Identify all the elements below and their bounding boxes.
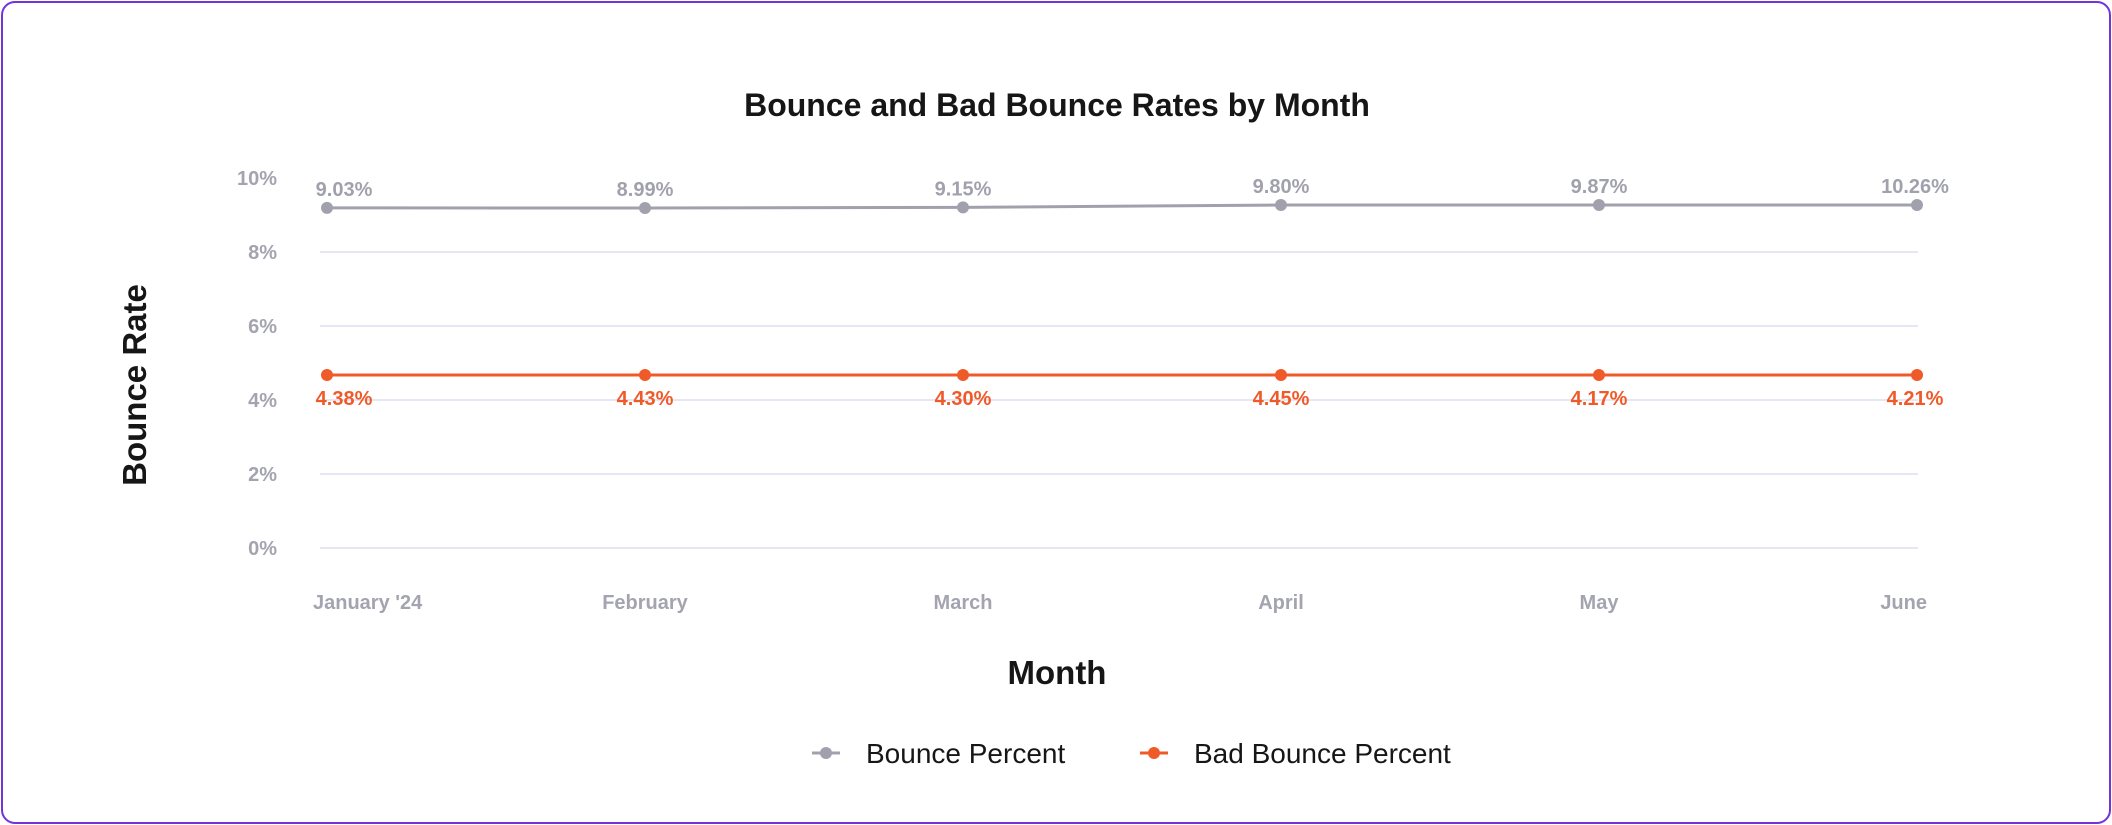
y-tick-label: 8% xyxy=(248,242,277,264)
data-label: 4.17% xyxy=(1571,388,1628,410)
data-point xyxy=(1275,199,1287,211)
data-label: 10.26% xyxy=(1881,176,1949,198)
chart-title: Bounce and Bad Bounce Rates by Month xyxy=(744,87,1370,123)
y-tick-label: 2% xyxy=(248,464,277,486)
y-axis-title: Bounce Rate xyxy=(116,284,153,486)
data-point xyxy=(321,201,333,214)
y-tick-label: 10% xyxy=(237,168,277,190)
x-axis-ticks: January '24 February March April May June xyxy=(313,592,1927,614)
legend-swatch-dot xyxy=(1148,747,1160,759)
data-label: 4.21% xyxy=(1887,388,1944,410)
legend: Bounce Percent Bad Bounce Percent xyxy=(812,738,1451,769)
data-label: 4.30% xyxy=(935,388,992,410)
series-group: 9.03% 8.99% 9.15% 9.80% 9.87% 10.26% 4.38% 4.43… xyxy=(316,176,1949,410)
data-point xyxy=(1911,369,1923,381)
x-tick-label: May xyxy=(1580,592,1620,614)
legend-label: Bounce Percent xyxy=(866,738,1065,769)
legend-label: Bad Bounce Percent xyxy=(1194,738,1451,769)
data-point xyxy=(639,202,651,215)
data-label: 8.99% xyxy=(617,179,674,201)
data-label: 4.43% xyxy=(617,388,674,410)
data-point xyxy=(1593,199,1605,211)
data-label: 9.87% xyxy=(1571,176,1628,198)
x-tick-label: January '24 xyxy=(313,592,423,614)
data-point xyxy=(1275,369,1287,381)
series-bad-bounce-percent: 4.38% 4.43% 4.30% 4.45% 4.17% 4.21% xyxy=(316,369,1944,410)
legend-swatch-dot xyxy=(820,747,832,759)
data-label: 9.03% xyxy=(316,179,373,201)
x-tick-label: February xyxy=(602,592,688,614)
x-tick-label: April xyxy=(1258,592,1304,614)
data-point xyxy=(639,369,651,381)
data-point xyxy=(957,201,969,214)
series-bounce-percent: 9.03% 8.99% 9.15% 9.80% 9.87% 10.26% xyxy=(316,176,1949,215)
y-axis-ticks: 0% 2% 4% 6% 8% 10% xyxy=(237,168,277,560)
data-point xyxy=(957,369,969,381)
y-tick-label: 4% xyxy=(248,390,277,412)
data-label: 9.80% xyxy=(1253,176,1310,198)
x-axis-title: Month xyxy=(1008,654,1107,691)
data-label: 4.38% xyxy=(316,388,373,410)
legend-item: Bad Bounce Percent xyxy=(1140,738,1451,769)
series-line xyxy=(326,203,1917,210)
data-point xyxy=(321,369,333,381)
y-tick-label: 6% xyxy=(248,316,277,338)
data-label: 9.15% xyxy=(935,178,992,200)
data-label: 4.45% xyxy=(1253,388,1310,410)
grid-lines xyxy=(320,251,1918,549)
legend-item: Bounce Percent xyxy=(812,738,1065,769)
data-point xyxy=(1911,199,1923,211)
data-point xyxy=(1593,369,1605,381)
x-tick-label: March xyxy=(934,592,993,614)
x-tick-label: June xyxy=(1880,592,1927,614)
y-tick-label: 0% xyxy=(248,538,277,560)
